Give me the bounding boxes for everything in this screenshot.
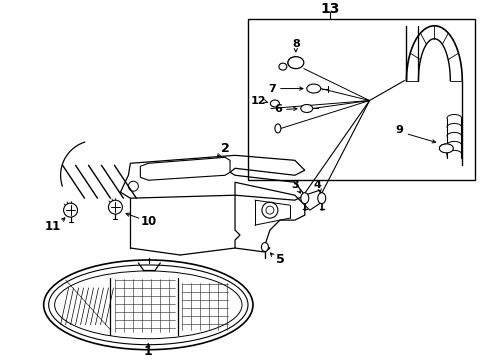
- Ellipse shape: [288, 57, 304, 69]
- Ellipse shape: [270, 100, 279, 107]
- Ellipse shape: [54, 271, 242, 339]
- Text: 6: 6: [274, 104, 282, 114]
- Ellipse shape: [440, 144, 453, 153]
- Ellipse shape: [301, 104, 313, 112]
- Ellipse shape: [49, 265, 248, 345]
- Text: 11: 11: [45, 220, 61, 233]
- Text: 3: 3: [291, 180, 298, 190]
- Ellipse shape: [318, 193, 326, 204]
- Text: 8: 8: [292, 39, 300, 49]
- Text: 9: 9: [395, 125, 403, 135]
- Ellipse shape: [44, 260, 253, 350]
- Text: 2: 2: [220, 142, 229, 155]
- Text: 4: 4: [314, 180, 322, 190]
- Text: 13: 13: [320, 2, 340, 16]
- Text: 5: 5: [275, 253, 284, 266]
- Text: 7: 7: [268, 84, 276, 94]
- Ellipse shape: [279, 63, 287, 70]
- Bar: [248, 19, 475, 180]
- Text: 12: 12: [250, 95, 266, 105]
- Ellipse shape: [275, 124, 281, 133]
- Text: 1: 1: [144, 345, 153, 358]
- Text: 10: 10: [140, 215, 156, 228]
- Ellipse shape: [307, 84, 321, 93]
- Ellipse shape: [262, 243, 269, 252]
- Ellipse shape: [301, 193, 309, 204]
